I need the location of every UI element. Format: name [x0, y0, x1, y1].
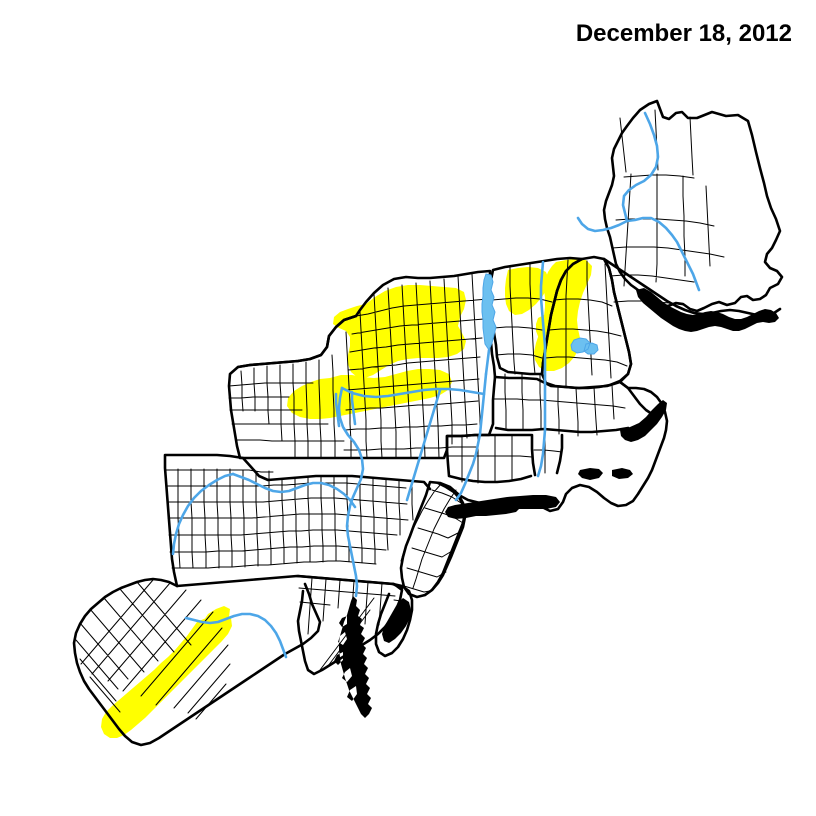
state-land-rhode-island — [532, 434, 563, 474]
county-lines-layer — [75, 109, 725, 720]
state-border-rhode-island — [530, 433, 564, 477]
state-land-connecticut — [447, 435, 535, 483]
county-lines-maryland — [298, 577, 396, 671]
state-land-maine — [604, 101, 782, 311]
state-land-massachusetts — [493, 372, 669, 438]
county-lines-new-york — [228, 273, 489, 459]
drought-area-central-new-york — [287, 369, 452, 419]
drought-area-northern-new-york — [333, 285, 466, 378]
county-lines-west-virginia — [75, 579, 231, 720]
coastline-layer — [236, 257, 782, 597]
lake-ontario-shoreline — [236, 314, 358, 369]
state-border-massachusetts — [493, 375, 665, 434]
state-borders-layer — [72, 99, 784, 747]
drought-area-northwest-vermont — [505, 267, 549, 315]
maine-coastline — [602, 257, 782, 384]
river-west-branch-susquehanna — [231, 472, 357, 509]
lake-finger-seneca — [334, 392, 341, 428]
river-susquehanna — [337, 386, 365, 598]
state-land-pennsylvania — [165, 455, 430, 587]
state-border-new-york — [227, 269, 497, 460]
state-border-west-virginia — [72, 577, 322, 747]
river-penobscot-branch — [576, 216, 629, 233]
lake-winnipesaukee — [570, 337, 599, 355]
drought-area-eastern-west-virginia — [101, 606, 232, 738]
county-lines-connecticut — [447, 434, 533, 484]
drought-d0-layer — [101, 259, 592, 738]
nantucket — [612, 468, 633, 479]
state-border-delaware — [374, 582, 414, 658]
river-allegheny — [171, 472, 235, 556]
county-lines-massachusetts — [492, 373, 626, 437]
river-potomac — [184, 612, 288, 659]
rivers-layer — [171, 111, 701, 659]
lake-champlain — [481, 273, 497, 352]
river-hudson — [454, 372, 488, 502]
county-lines-vermont — [491, 263, 553, 375]
cape-cod — [620, 400, 667, 442]
river-mohawk — [340, 386, 486, 399]
lake-finger-cayuga — [350, 390, 357, 426]
river-connecticut — [536, 260, 547, 478]
map-title: December 18, 2012 — [575, 20, 792, 47]
delaware-bay — [382, 598, 411, 643]
river-richelieu-outlet — [484, 348, 491, 376]
river-delaware — [405, 388, 442, 502]
marthas-vineyard — [578, 468, 603, 480]
water-bodies-layer — [334, 288, 779, 718]
long-island — [445, 495, 560, 519]
river-saint-john — [621, 111, 660, 223]
county-lines-new-hampshire — [544, 259, 628, 387]
atlantic-coastline — [423, 380, 669, 597]
state-border-maine — [602, 99, 784, 313]
state-border-maryland — [296, 574, 404, 676]
river-penobscot — [625, 216, 701, 292]
maine-coast-islands — [636, 288, 779, 332]
chesapeake-bay — [334, 596, 372, 718]
